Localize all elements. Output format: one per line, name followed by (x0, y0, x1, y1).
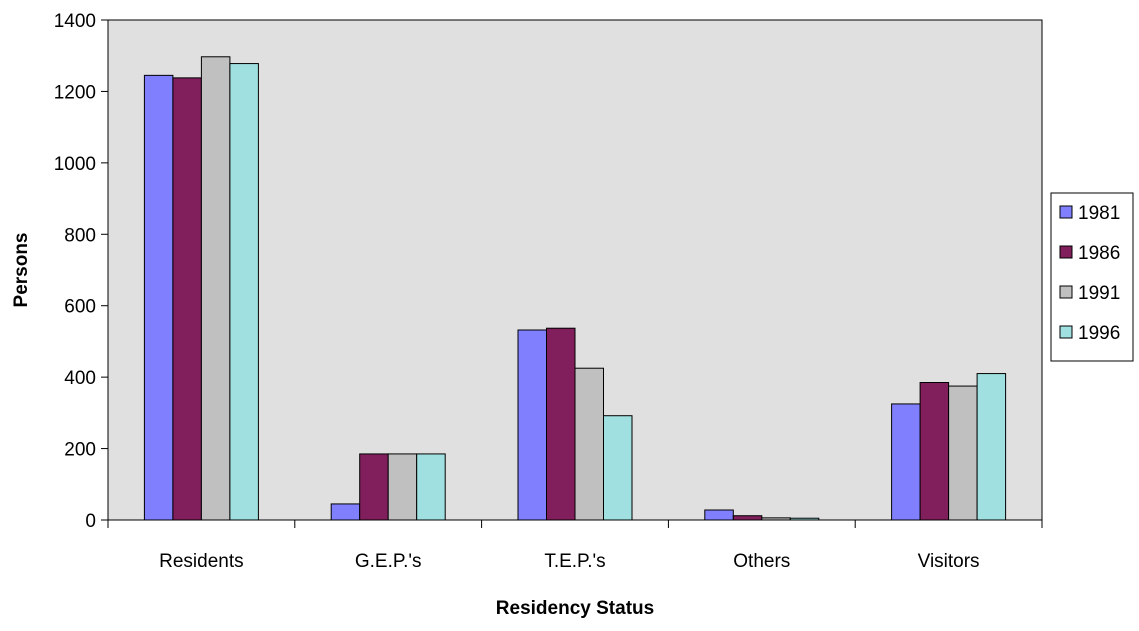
bar-1986-4 (919, 382, 950, 521)
y-tick-label: 0 (85, 511, 96, 532)
bar-1991-1 (387, 453, 418, 521)
legend-swatch (1059, 285, 1073, 299)
bar-1996-4 (976, 373, 1007, 521)
bar-1991-0 (200, 56, 231, 521)
x-tick-label: Residents (159, 551, 244, 572)
legend-label: 1986 (1078, 243, 1120, 264)
bar-1986-1 (359, 453, 389, 521)
bar-1986-0 (172, 77, 202, 521)
x-tick-label: G.E.P.'s (355, 551, 422, 572)
bar-1996-0 (229, 63, 259, 521)
legend-swatch (1059, 325, 1073, 339)
bar-1991-4 (948, 385, 978, 521)
bar-1996-1 (416, 453, 446, 521)
x-tick-label: Others (733, 551, 790, 572)
bar-1981-4 (891, 403, 921, 521)
x-axis-title: Residency Status (496, 598, 654, 619)
legend-label: 1991 (1078, 283, 1120, 304)
legend-label: 1981 (1078, 203, 1120, 224)
legend-swatch (1059, 205, 1073, 219)
axes-group: Residents G.E.P.'s T.E.P.'s Others Visitors 0… (54, 11, 1043, 572)
y-tick-label: 1400 (54, 11, 96, 32)
bar-1991-2 (574, 367, 604, 521)
bar-1996-2 (603, 415, 633, 521)
bar-1981-2 (517, 329, 547, 521)
y-tick-label: 600 (64, 297, 96, 318)
y-tick-label: 200 (64, 440, 96, 461)
bars-group (143, 56, 1007, 521)
legend: 1981 1986 1991 1996 (1050, 192, 1134, 362)
y-tick-label: 800 (64, 225, 96, 246)
x-tick-label: Visitors (918, 551, 980, 572)
y-tick-label: 1200 (54, 82, 96, 103)
bar-1981-1 (330, 503, 361, 521)
x-tick-label: T.E.P.'s (544, 551, 605, 572)
bar-1986-2 (546, 327, 576, 521)
legend-swatch (1059, 245, 1073, 259)
bar-1981-3 (704, 509, 734, 521)
y-tick-label: 400 (64, 368, 96, 389)
bar-1986-3 (732, 515, 763, 521)
bar-1981-0 (143, 74, 174, 521)
y-axis-title: Persons (11, 233, 32, 308)
legend-label: 1996 (1078, 323, 1120, 344)
y-tick-label: 1000 (54, 154, 96, 175)
